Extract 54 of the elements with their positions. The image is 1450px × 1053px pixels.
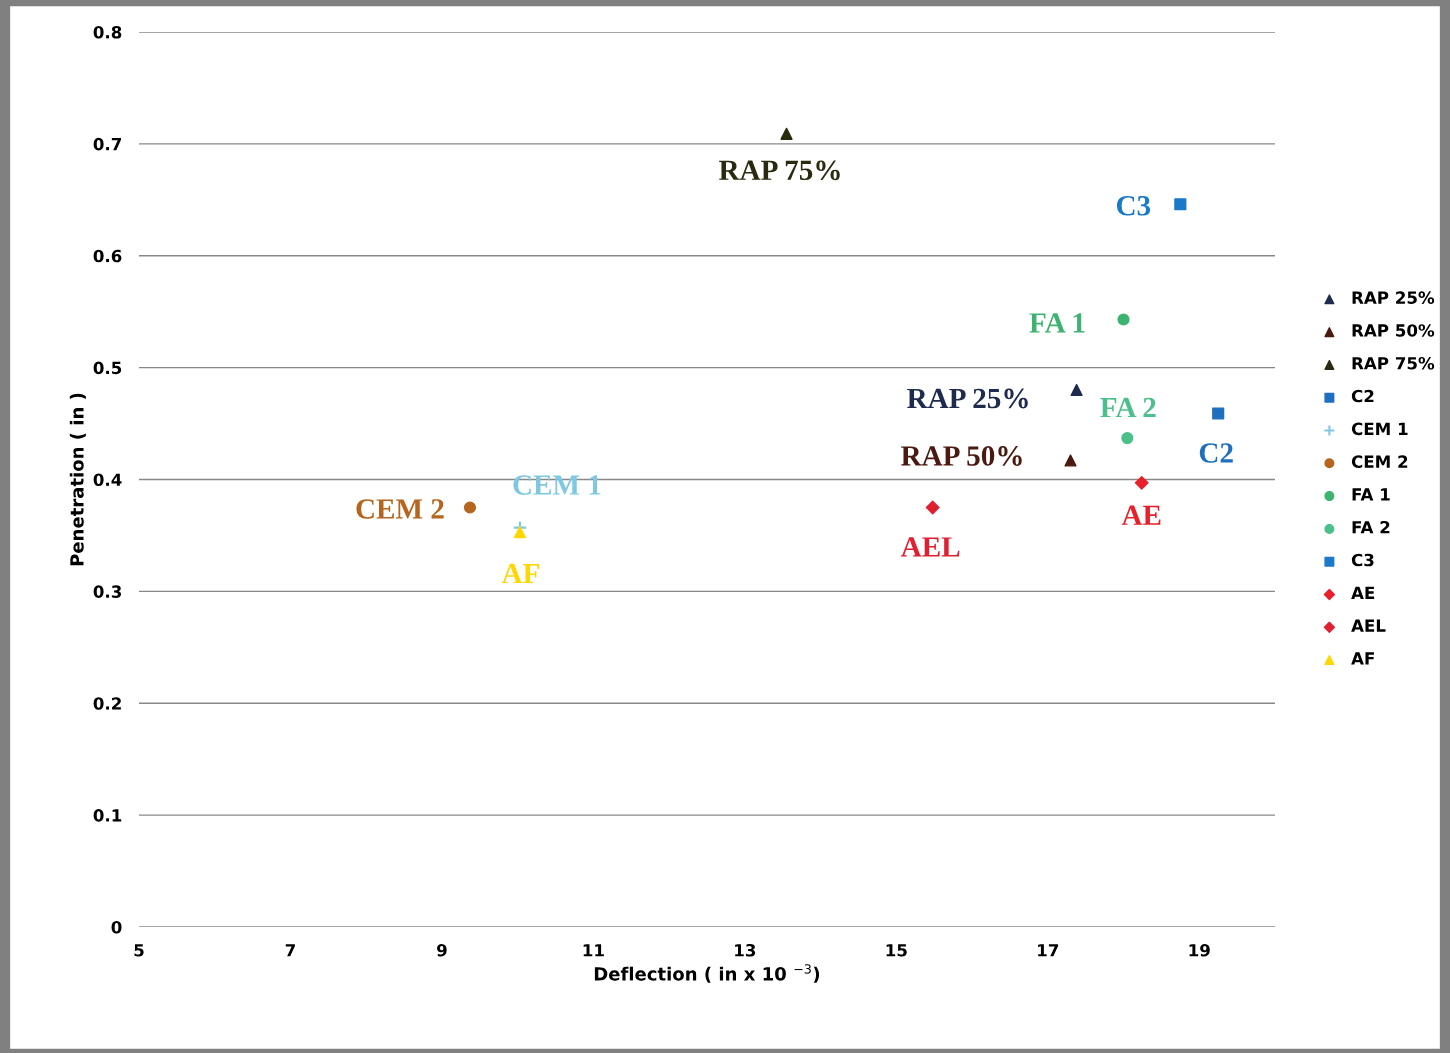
point — [1212, 407, 1225, 420]
annotation: FA 1 — [1029, 313, 1085, 333]
point — [463, 501, 477, 514]
legend-label: RAP 25% — [1352, 291, 1435, 304]
y-tick-label: 0 — [111, 920, 122, 934]
legend-label: FA 1 — [1352, 488, 1390, 501]
x-tick-label: 19 — [1189, 943, 1210, 957]
annotation: CEM 1 — [513, 475, 601, 495]
y-tick-label: 0.1 — [93, 809, 122, 822]
legend-label: RAP 50% — [1352, 324, 1435, 337]
x-tick-label: 17 — [1038, 944, 1059, 957]
y-tick-label: 0.7 — [93, 137, 122, 151]
legend-label: CEM 2 — [1351, 455, 1408, 468]
x-tick-label: 5 — [134, 944, 144, 957]
legend-label: RAP 75% — [1352, 356, 1435, 370]
y-tick-label: 0.4 — [93, 473, 122, 487]
legend-label: C2 — [1351, 389, 1374, 403]
y-tick-label: 0.8 — [93, 25, 122, 39]
annotation: FA 2 — [1100, 397, 1156, 418]
x-axis-title: Deflection ( in x 10 $^{−3}$) — [594, 964, 820, 983]
point — [1121, 432, 1134, 445]
annotation: RAP 75% — [719, 160, 840, 181]
point — [1174, 198, 1187, 211]
y-tick-label: 0.6 — [93, 249, 122, 263]
point — [1117, 313, 1130, 326]
point — [1134, 475, 1149, 490]
annotation: CEM 2 — [356, 499, 444, 519]
point — [780, 127, 793, 140]
y-tick-label: 0.3 — [93, 585, 122, 598]
x-tick-label: 13 — [735, 943, 756, 957]
x-tick-label: 7 — [285, 944, 295, 957]
legend-label: C3 — [1351, 553, 1374, 567]
annotation: AEL — [900, 537, 960, 557]
annotation: RAP 50% — [901, 446, 1022, 466]
x-tick-label: 11 — [583, 944, 604, 957]
legend-label: AEL — [1351, 619, 1386, 632]
legend-label: CEM 1 — [1351, 422, 1408, 436]
annotation: AF — [501, 563, 539, 584]
y-tick-label: 0.5 — [93, 361, 122, 375]
point — [1064, 454, 1077, 467]
annotation: AE — [1121, 505, 1161, 525]
annotation: RAP 25% — [907, 388, 1028, 409]
point — [513, 526, 527, 539]
annotation: C2 — [1199, 443, 1233, 463]
x-tick-label: 15 — [886, 944, 907, 957]
annotation: C3 — [1116, 195, 1151, 216]
legend-label: AF — [1351, 652, 1374, 665]
x-tick-label: 9 — [437, 943, 447, 957]
y-tick-label: 0.2 — [93, 697, 121, 710]
point — [925, 500, 940, 515]
legend-label: AE — [1351, 586, 1375, 599]
y-axis-title: Penetration ( in ) — [69, 393, 86, 566]
point — [1070, 383, 1083, 397]
legend-label: FA 2 — [1352, 520, 1390, 534]
